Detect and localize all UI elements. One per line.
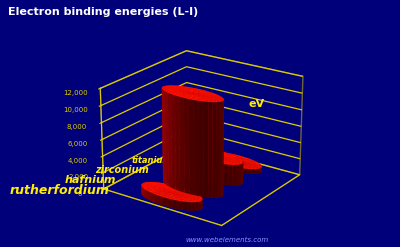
Text: www.webelements.com: www.webelements.com <box>185 237 268 243</box>
Text: Electron binding energies (L-I): Electron binding energies (L-I) <box>8 7 198 17</box>
